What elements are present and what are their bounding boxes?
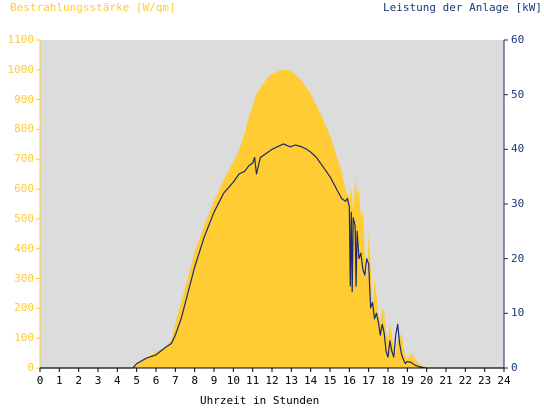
x-axis-tick-label: 9 — [210, 374, 218, 387]
power-line — [40, 143, 504, 369]
x-axis-tick-label: 2 — [75, 374, 82, 387]
left-axis-tick-label: 100 — [14, 331, 34, 345]
x-axis-tick-label: 1 — [56, 374, 63, 387]
right-axis-tick-label: 60 — [511, 33, 525, 46]
left-axis-tick-label: 800 — [14, 122, 34, 136]
left-axis-tick-label: 200 — [14, 301, 34, 315]
x-axis-tick-label: 0 — [36, 374, 44, 387]
right-axis-tick-label: 40 — [511, 142, 525, 156]
left-axis-tick-label: 600 — [14, 182, 34, 196]
x-axis-tick-label: 21 — [439, 374, 453, 387]
left-axis-tick-label: 500 — [14, 211, 34, 225]
x-axis-tick-label: 3 — [94, 374, 102, 387]
x-axis-tick-label: 17 — [362, 374, 376, 387]
x-axis-tick-label: 20 — [420, 374, 434, 387]
x-axis-tick-label: 13 — [284, 374, 298, 387]
x-axis-tick-label: 18 — [381, 374, 395, 387]
left-axis-tick-label: 0 — [27, 361, 34, 374]
left-axis-tick-label: 1100 — [7, 33, 35, 46]
x-axis-tick-label: 23 — [478, 374, 492, 387]
left-axis-tick-label: 900 — [14, 92, 34, 106]
irradiance-area — [40, 69, 504, 369]
x-axis-tick-label: 10 — [226, 374, 240, 387]
right-axis-tick-label: 20 — [511, 251, 525, 265]
left-axis-title: Bestrahlungsstärke [W/qm] — [10, 1, 176, 14]
left-axis-tick-label: 400 — [14, 241, 34, 255]
x-axis-tick-label: 15 — [323, 374, 337, 387]
left-axis-tick-label: 700 — [14, 152, 34, 166]
x-axis-tick-label: 12 — [265, 374, 279, 387]
right-axis-tick-label: 30 — [511, 197, 525, 210]
x-axis-tick-label: 6 — [152, 374, 160, 387]
right-axis-tick-label: 0 — [511, 361, 518, 374]
x-axis-tick-label: 5 — [133, 374, 140, 387]
x-axis-tick-label: 4 — [114, 374, 121, 387]
right-axis-tick-label: 10 — [511, 306, 525, 320]
left-axis-tick-label: 1000 — [7, 62, 35, 76]
x-axis-tick-label: 14 — [304, 374, 318, 387]
x-axis-tick-label: 22 — [458, 374, 472, 387]
x-axis-tick-label: 11 — [246, 374, 260, 387]
right-axis-title: Leistung der Anlage [kW] — [383, 1, 542, 14]
x-axis-tick-label: 7 — [172, 374, 179, 387]
x-axis-tick-label: 16 — [342, 374, 356, 387]
right-axis-tick-label: 50 — [511, 87, 525, 101]
x-axis-tick-label: 24 — [497, 374, 511, 387]
left-axis-tick-label: 300 — [14, 271, 34, 285]
x-axis-tick-label: 8 — [191, 374, 198, 387]
x-axis-tick-label: 19 — [400, 374, 414, 387]
x-axis-title: Uhrzeit in Stunden — [200, 394, 320, 407]
